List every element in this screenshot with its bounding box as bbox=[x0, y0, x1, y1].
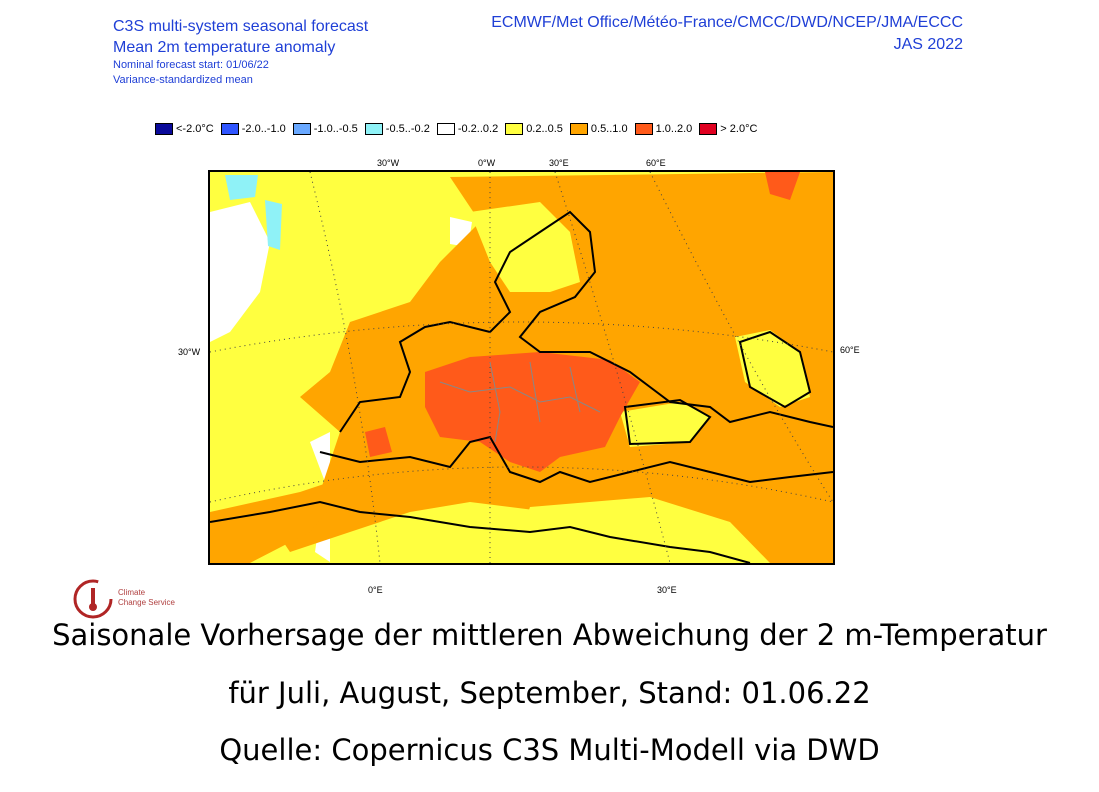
legend-item: 0.2..0.5 bbox=[505, 123, 563, 135]
model-block: ECMWF/Met Office/Météo-France/CMCC/DWD/N… bbox=[491, 12, 963, 56]
title-line-1: C3S multi-system seasonal forecast bbox=[113, 18, 369, 35]
model-list: ECMWF/Met Office/Météo-France/CMCC/DWD/N… bbox=[491, 14, 963, 31]
cool-area-2 bbox=[265, 200, 282, 250]
logo-text: Climate Change Service bbox=[118, 588, 175, 608]
strong-warm-northeast bbox=[765, 172, 800, 200]
graticule-4 bbox=[649, 172, 833, 503]
coastline-africa bbox=[210, 500, 751, 563]
lon-label-bottom-1: 0°E bbox=[368, 585, 383, 595]
anomaly-map-svg bbox=[210, 172, 833, 563]
legend-label: -1.0..-0.5 bbox=[313, 123, 358, 135]
coastline-caspian bbox=[738, 330, 812, 409]
legend-item: -0.5..-0.2 bbox=[364, 123, 430, 135]
country-borders bbox=[439, 361, 601, 443]
lon-label-top-3: 30°E bbox=[549, 158, 569, 168]
warm-area-sw bbox=[210, 472, 360, 563]
strong-warm-central-europe bbox=[425, 352, 640, 472]
legend-label: -2.0..-1.0 bbox=[241, 123, 286, 135]
lon-label-top-1: 30°W bbox=[377, 158, 400, 168]
logo-icon bbox=[73, 579, 113, 619]
legend-label: -0.5..-0.2 bbox=[385, 123, 430, 135]
cool-area-1 bbox=[225, 175, 258, 200]
neutral-warm-black-sea bbox=[620, 402, 710, 447]
caption-line-2: für Juli, August, September, Stand: 01.0… bbox=[228, 676, 871, 710]
legend-item: 0.5..1.0 bbox=[569, 123, 628, 135]
legend-item: <-2.0°C bbox=[155, 123, 214, 135]
legend-label: 1.0..2.0 bbox=[655, 123, 693, 135]
variance-note: Variance-standardized mean bbox=[113, 74, 253, 86]
title-line-2: Mean 2m temperature anomaly bbox=[113, 39, 336, 56]
legend-item: > 2.0°C bbox=[699, 123, 757, 135]
legend-label: -0.2..0.2 bbox=[457, 123, 499, 135]
period: JAS 2022 bbox=[893, 36, 963, 53]
climate-change-service-logo bbox=[72, 578, 114, 625]
lon-label-bottom-2: 30°E bbox=[657, 585, 677, 595]
legend-item: 1.0..2.0 bbox=[634, 123, 693, 135]
forecast-start: Nominal forecast start: 01/06/22 bbox=[113, 59, 269, 71]
legend-swatch bbox=[634, 123, 653, 135]
legend-swatch bbox=[436, 123, 455, 135]
legend-item: -2.0..-1.0 bbox=[220, 123, 286, 135]
neutral-warm-africa bbox=[510, 497, 770, 563]
neutral-warm-caspian bbox=[735, 330, 810, 407]
legend-label: 0.5..1.0 bbox=[590, 123, 628, 135]
coastline-north bbox=[339, 210, 833, 433]
legend-swatch bbox=[155, 123, 173, 135]
legend-swatch bbox=[220, 123, 239, 135]
chart-title-block: C3S multi-system seasonal forecast Mean … bbox=[113, 16, 368, 88]
lat-label-right: 60°E bbox=[840, 345, 860, 355]
logo-line-1: Climate bbox=[118, 588, 146, 597]
lon-label-top-2: 0°W bbox=[478, 158, 496, 168]
coastline-mediterranean bbox=[319, 435, 833, 484]
graticule-1 bbox=[309, 172, 381, 563]
legend-swatch bbox=[569, 123, 588, 135]
lat-label-left: 30°W bbox=[178, 347, 201, 357]
caption-line-3: Quelle: Copernicus C3S Multi-Modell via … bbox=[219, 733, 880, 767]
legend-swatch bbox=[364, 123, 383, 135]
caption-line-1: Saisonale Vorhersage der mittleren Abwei… bbox=[52, 618, 1047, 652]
strong-warm-iberia bbox=[365, 427, 392, 457]
legend-label: <-2.0°C bbox=[176, 123, 214, 135]
anomaly-map bbox=[208, 170, 835, 565]
lon-label-top-4: 60°E bbox=[646, 158, 666, 168]
legend-swatch bbox=[505, 123, 524, 135]
legend-label: > 2.0°C bbox=[720, 123, 758, 135]
coastline-black-sea bbox=[623, 398, 712, 446]
legend-swatch bbox=[292, 123, 311, 135]
legend-item: -1.0..-0.5 bbox=[292, 123, 358, 135]
legend-label: 0.2..0.5 bbox=[526, 123, 563, 135]
legend-swatch bbox=[699, 123, 718, 135]
logo-line-2: Change Service bbox=[118, 598, 175, 607]
legend-item: -0.2..0.2 bbox=[436, 123, 499, 135]
neutral-area-west bbox=[210, 202, 270, 342]
legend: <-2.0°C -2.0..-1.0 -1.0..-0.5 -0.5..-0.2 -0.… bbox=[155, 123, 764, 135]
